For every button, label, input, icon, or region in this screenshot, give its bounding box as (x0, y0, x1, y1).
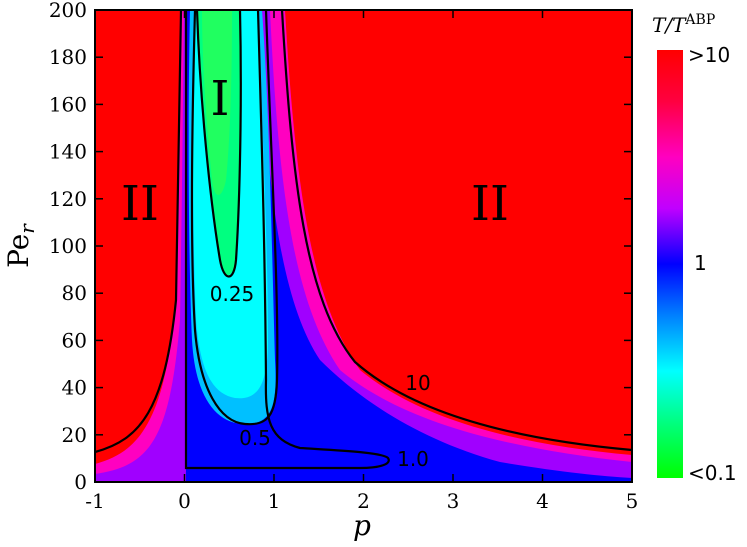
y-tick-label: 80 (62, 281, 87, 305)
plot-area (95, 10, 632, 482)
colorbar-tick-mid: 1 (694, 251, 707, 275)
y-axis: 0 20 40 60 80 100 120 140 160 180 200 (49, 0, 632, 494)
region-label-II-right: II (471, 176, 509, 232)
region-label-I: I (211, 71, 230, 127)
colorbar (657, 50, 683, 478)
colorbar-tick-max: >10 (688, 43, 730, 67)
contour-label-10: 10 (405, 371, 430, 395)
x-tick-label: 5 (626, 489, 639, 513)
x-axis-label: p (353, 509, 371, 542)
y-tick-label: 200 (49, 0, 87, 22)
y-tick-label: 140 (49, 140, 87, 164)
x-tick-label: 1 (268, 489, 281, 513)
contour-10-right (280, 10, 632, 452)
x-tick-label: 0 (178, 489, 191, 513)
y-axis-label: Per (2, 223, 39, 268)
contour-10-left (95, 10, 183, 454)
x-tick-label: 4 (536, 489, 549, 513)
contour-1 (184, 10, 390, 470)
x-axis: -1 0 1 2 3 4 5 (85, 10, 638, 513)
region-label-II-left: II (121, 176, 159, 232)
colorbar-tick-min: <0.1 (688, 461, 737, 485)
left-glow-inner (95, 10, 186, 482)
contour-label-0.25: 0.25 (210, 282, 255, 306)
x-tick-label: 2 (357, 489, 370, 513)
y-tick-label: 180 (49, 45, 87, 69)
contour-0.5 (190, 10, 279, 426)
y-tick-label: 160 (49, 92, 87, 116)
y-tick-label: 20 (62, 423, 87, 447)
blue-region (186, 10, 632, 482)
x-tick-label: -1 (85, 489, 104, 513)
y-tick-label: 100 (49, 234, 87, 258)
y-tick-label: 60 (62, 328, 87, 352)
x-tick-label: 3 (447, 489, 460, 513)
y-tick-label: 120 (49, 187, 87, 211)
svg-text:Per: Per (2, 223, 39, 268)
green-core (202, 10, 232, 195)
y-tick-label: 40 (62, 376, 87, 400)
contour-0.25 (195, 10, 242, 278)
colorbar-title: T/TABP (652, 12, 715, 37)
contour-label-0.5: 0.5 (239, 426, 271, 450)
contour-label-1.0: 1.0 (397, 447, 429, 471)
y-tick-label: 0 (74, 470, 87, 494)
